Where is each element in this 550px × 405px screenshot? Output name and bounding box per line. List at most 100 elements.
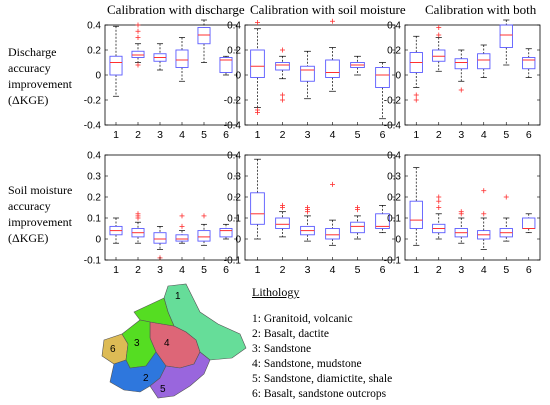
map-label-5: 5 (160, 384, 166, 395)
x-tick-label: 5 (503, 129, 509, 141)
lithology-item-2: 2: Basalt, dactite (252, 328, 329, 340)
box (131, 50, 145, 58)
box (454, 58, 468, 70)
box (219, 57, 233, 73)
column-header-discharge: Calibration with discharge (107, 2, 245, 17)
y-tick-label: 0.4 (227, 151, 241, 162)
x-tick-label: 1 (113, 129, 119, 141)
y-tick-label: 0.1 (227, 214, 241, 225)
row2-line3: improvement (8, 215, 72, 229)
x-tick-label: 3 (458, 264, 464, 276)
y-tick-label: -0.1 (224, 256, 242, 267)
map-label-4: 4 (164, 338, 170, 349)
lithology-list: 1: Granitoid, volcanic 2: Basalt, dactit… (252, 312, 392, 402)
lithology-item-1: 1: Granitoid, volcanic (252, 313, 353, 325)
lithology-title: Lithology (252, 285, 300, 299)
y-tick-label: 0.2 (387, 193, 401, 204)
x-tick-label: 2 (135, 264, 141, 276)
box (350, 221, 365, 234)
y-tick-label: -0.1 (384, 256, 402, 267)
box (409, 200, 423, 229)
box (499, 24, 513, 48)
y-tick-label: 0 (235, 71, 241, 82)
x-tick-label: 6 (223, 264, 229, 276)
column-header-both: Calibration with both (425, 2, 537, 17)
map-label-3: 3 (134, 338, 140, 349)
y-tick-label: -0.4 (384, 121, 402, 132)
row-label-discharge: Discharge accuracy improvement (ΔKGE) (8, 44, 72, 108)
y-tick-label: 0.2 (227, 46, 241, 57)
x-tick-label: 3 (458, 129, 464, 141)
row2-line1: Soil moisture (8, 183, 73, 197)
y-tick-label: 0.3 (87, 172, 101, 183)
box (250, 49, 265, 78)
x-tick-label: 5 (503, 264, 509, 276)
y-tick-label: 0 (395, 235, 401, 246)
x-tick-label: 4 (481, 264, 487, 276)
y-tick-label: 0.4 (387, 21, 401, 32)
map-label-2: 2 (143, 373, 149, 384)
y-tick-label: -0.4 (224, 121, 242, 132)
x-tick-label: 1 (255, 264, 261, 276)
x-tick-label: 2 (280, 129, 286, 141)
box (250, 192, 265, 225)
panel-frame (404, 154, 541, 261)
box (197, 27, 211, 45)
map-region-5 (149, 351, 211, 399)
row1-line2: accuracy (8, 61, 51, 75)
y-tick-label: -0.2 (384, 96, 402, 107)
box (325, 228, 340, 240)
y-tick-label: 0.1 (87, 214, 101, 225)
panel-frame (104, 24, 238, 126)
box (375, 213, 390, 229)
y-tick-label: 0.3 (387, 172, 401, 183)
x-tick-label: 3 (305, 264, 311, 276)
y-tick-label: 0.2 (227, 193, 241, 204)
lithology-item-4: 4: Sandstone, mudstone (252, 358, 362, 370)
panel-frame (244, 24, 396, 126)
x-tick-label: 5 (355, 264, 361, 276)
y-tick-label: 0.2 (87, 46, 101, 57)
row-label-soil-moisture: Soil moisture accuracy improvement (ΔKGE… (8, 182, 72, 246)
box (300, 65, 315, 82)
y-tick-label: 0 (95, 71, 101, 82)
x-tick-label: 4 (179, 129, 185, 141)
y-tick-label: 0 (235, 235, 241, 246)
row1-line4: (ΔKGE) (8, 93, 49, 107)
x-tick-label: 6 (526, 264, 532, 276)
box (325, 59, 340, 78)
row2-line4: (ΔKGE) (8, 231, 49, 245)
x-tick-label: 4 (481, 129, 487, 141)
x-tick-label: 6 (526, 129, 532, 141)
y-tick-label: 0.1 (387, 214, 401, 225)
x-tick-label: 1 (113, 264, 119, 276)
x-tick-label: 4 (179, 264, 185, 276)
box (175, 234, 189, 242)
y-tick-label: 0.4 (87, 151, 101, 162)
row1-line1: Discharge (8, 45, 57, 59)
y-tick-label: 0 (95, 235, 101, 246)
y-tick-label: -0.2 (224, 96, 242, 107)
x-tick-label: 3 (305, 129, 311, 141)
box (219, 228, 233, 238)
y-tick-label: 0.2 (387, 46, 401, 57)
x-tick-label: 6 (380, 129, 386, 141)
y-tick-label: -0.2 (84, 96, 102, 107)
box (522, 57, 536, 70)
y-tick-label: -0.1 (84, 256, 102, 267)
lithology-item-3: 3: Sandstone (252, 343, 312, 355)
x-tick-label: 3 (157, 129, 163, 141)
x-tick-label: 2 (436, 264, 442, 276)
x-tick-label: 2 (436, 129, 442, 141)
x-tick-label: 4 (330, 129, 336, 141)
box (275, 62, 290, 71)
x-tick-label: 1 (255, 129, 261, 141)
x-tick-label: 5 (355, 129, 361, 141)
box (477, 53, 491, 70)
y-tick-label: -0.4 (84, 121, 102, 132)
y-tick-label: 0.2 (87, 193, 101, 204)
y-tick-label: 0.4 (387, 151, 401, 162)
boxplot-figure: -0.4-0.200.20.41 2 3 4 5 6-0.4-0.200.20.41 2 3 4… (84, 18, 541, 276)
map-label-6: 6 (110, 344, 116, 355)
box (432, 49, 446, 62)
